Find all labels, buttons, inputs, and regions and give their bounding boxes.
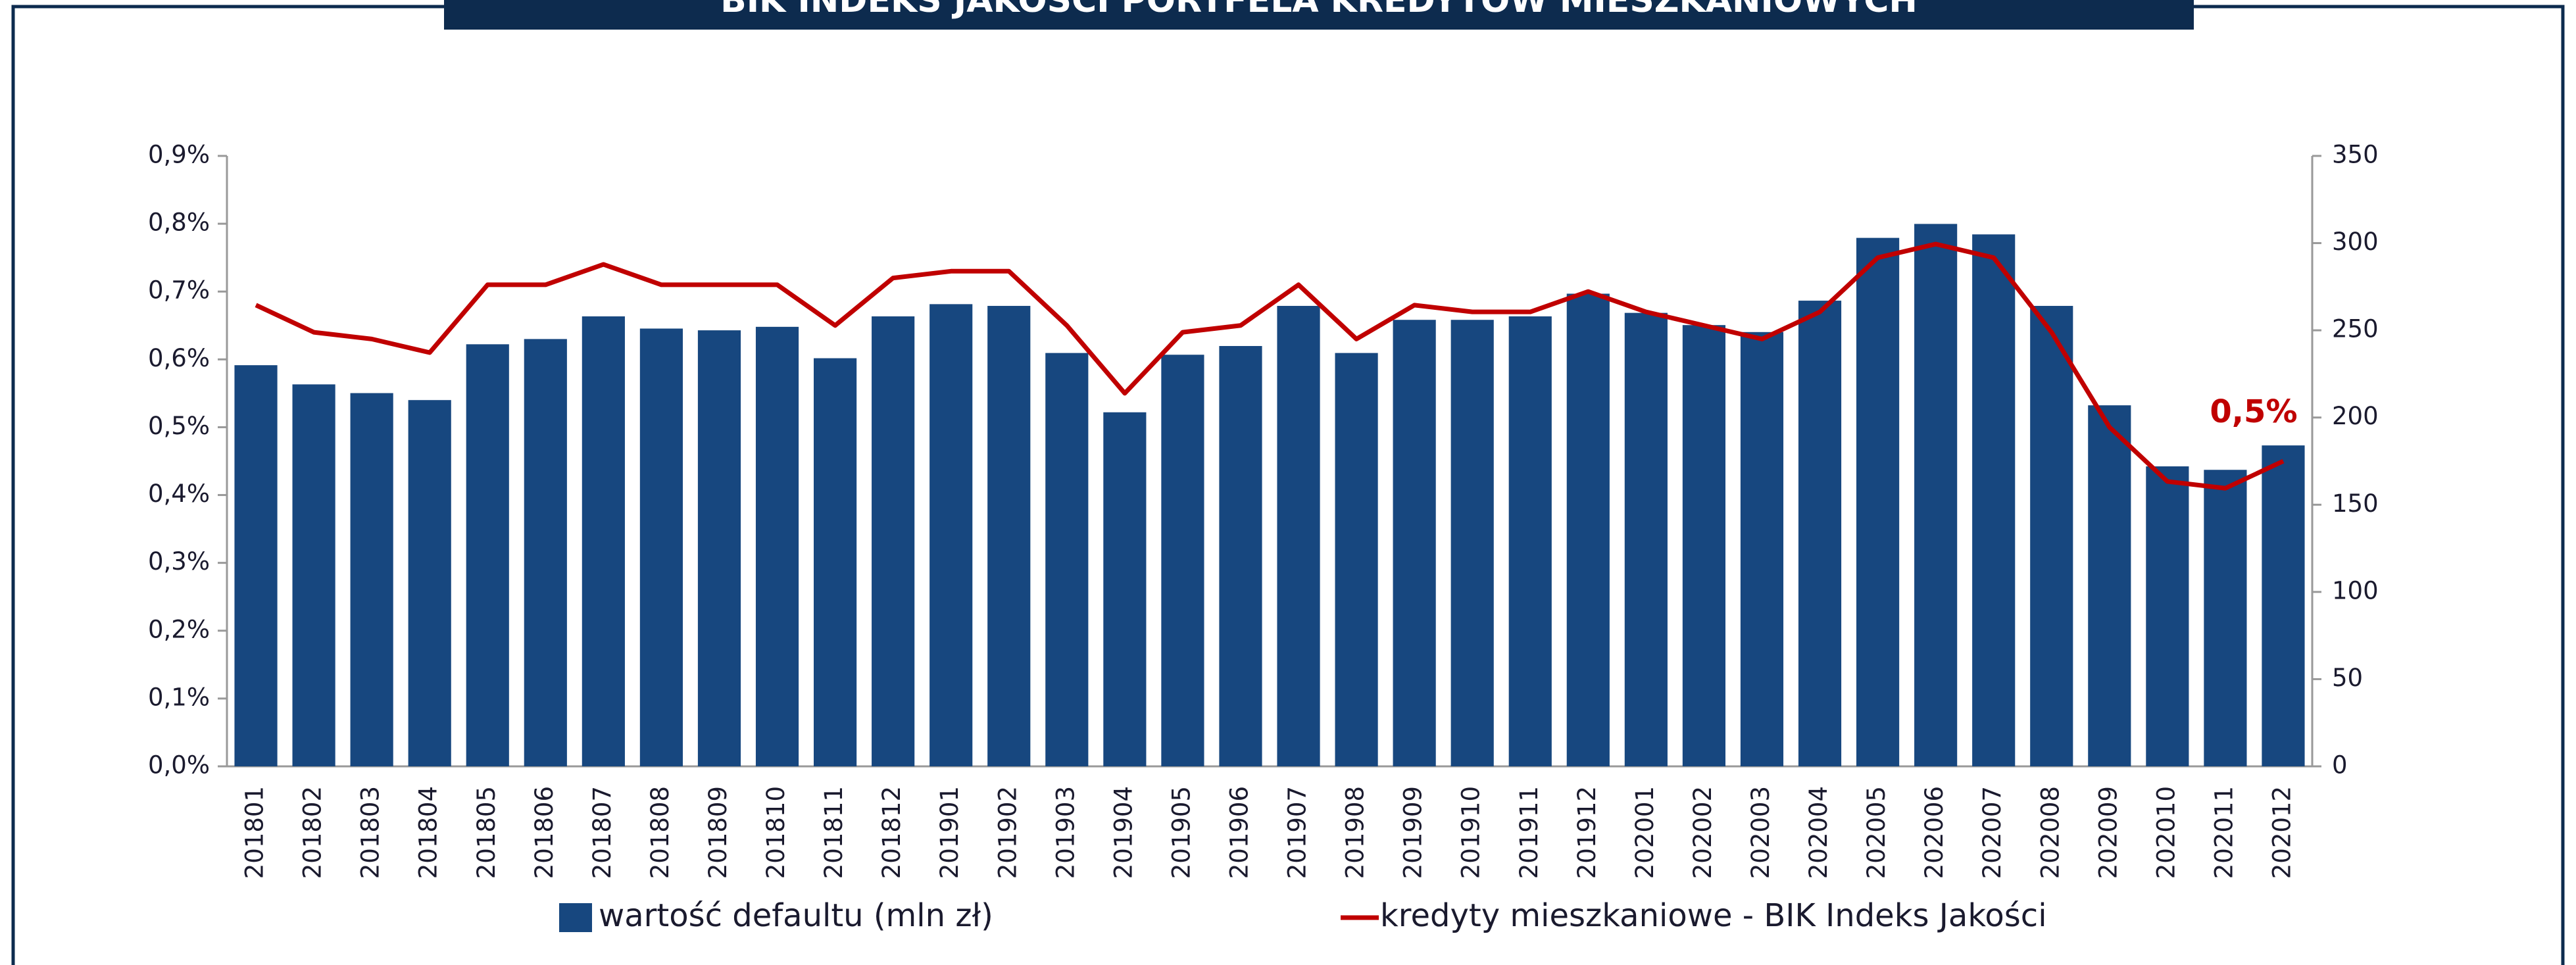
bar [1393, 320, 1436, 767]
y-tick-label: 0,4% [148, 480, 210, 508]
x-tick-label: 202005 [1862, 786, 1891, 879]
bar [2262, 445, 2305, 766]
bar [466, 344, 509, 766]
x-tick-label: 201908 [1341, 786, 1370, 879]
bar [1740, 332, 1784, 766]
x-tick-label: 201911 [1515, 786, 1543, 879]
x-tick-label: 201906 [1225, 786, 1253, 879]
x-tick-label: 201811 [820, 786, 848, 879]
bar [2146, 466, 2189, 766]
x-tick-label: 202006 [1920, 786, 1948, 879]
bar [350, 393, 393, 766]
x-tick-label: 202007 [1978, 786, 2006, 879]
bar [872, 316, 915, 767]
x-tick-label: 201904 [1109, 786, 1137, 879]
bar [1624, 312, 1668, 767]
x-tick-label: 202001 [1631, 786, 1659, 879]
x-tick-label: 201808 [646, 786, 674, 879]
x-tick-label: 202008 [2036, 786, 2064, 879]
y-tick-label: 0,3% [148, 547, 210, 576]
y-tick-label: 0,5% [148, 412, 210, 440]
y2-tick-label: 0 [2332, 751, 2348, 779]
bar [755, 326, 799, 767]
bar [987, 306, 1031, 767]
x-tick-label: 201902 [993, 786, 1022, 879]
legend-label: kredyty mieszkaniowe - BIK Indeks Jakośc… [1380, 897, 2047, 934]
x-tick-label: 201903 [1051, 786, 1079, 879]
x-tick-label: 201804 [414, 786, 443, 879]
x-tick-label: 202012 [2267, 786, 2296, 879]
y2-tick-label: 150 [2332, 489, 2379, 518]
bar [1277, 306, 1320, 767]
legend-swatch [559, 903, 592, 932]
bar [2088, 405, 2131, 766]
bar [582, 316, 625, 767]
x-tick-label: 201910 [1457, 786, 1485, 879]
y-tick-label: 0,9% [148, 141, 210, 169]
bar [697, 330, 741, 767]
bar [1682, 325, 1725, 766]
x-tick-label: 201812 [878, 786, 906, 879]
x-tick-label: 201912 [1573, 786, 1601, 879]
y-tick-label: 0,8% [148, 209, 210, 237]
x-tick-label: 202010 [2152, 786, 2180, 879]
x-tick-label: 201803 [357, 786, 385, 879]
y2-tick-label: 250 [2332, 315, 2379, 343]
x-tick-label: 201806 [530, 786, 558, 879]
x-tick-label: 201809 [704, 786, 732, 879]
y-tick-label: 0,6% [148, 344, 210, 372]
bar [1914, 224, 1958, 766]
y-tick-label: 0,1% [148, 683, 210, 711]
x-tick-label: 201801 [241, 786, 269, 879]
bar [639, 328, 683, 766]
y-tick-label: 0,7% [148, 276, 210, 305]
bar [2204, 470, 2247, 766]
bar [1856, 237, 1900, 766]
x-tick-label: 201805 [472, 786, 501, 879]
legend-label: wartość defaultu (mln zł) [599, 897, 993, 934]
x-tick-label: 202003 [1746, 786, 1775, 879]
y2-tick-label: 300 [2332, 228, 2379, 256]
y-tick-label: 0,0% [148, 751, 210, 779]
title-bar [444, 0, 2194, 30]
y2-tick-label: 350 [2332, 141, 2379, 169]
x-tick-label: 201901 [935, 786, 964, 879]
bar [1161, 355, 1204, 766]
x-tick-label: 202009 [2094, 786, 2122, 879]
bar [1335, 353, 1378, 766]
bar [524, 339, 567, 766]
bar [1450, 320, 1494, 767]
data-label: 0,5% [2210, 393, 2297, 430]
bar [292, 384, 335, 766]
bar [1972, 234, 2016, 766]
bar [1219, 346, 1262, 766]
x-tick-label: 202004 [1804, 786, 1833, 879]
x-tick-label: 201909 [1399, 786, 1427, 879]
y2-tick-label: 100 [2332, 576, 2379, 605]
y2-tick-label: 200 [2332, 402, 2379, 430]
bar [929, 304, 973, 766]
bar [408, 400, 451, 766]
bar [1103, 412, 1147, 766]
line [255, 241, 2285, 491]
bar [1566, 293, 1610, 766]
x-tick-label: 201802 [299, 786, 327, 879]
bar [2030, 306, 2073, 767]
bar [814, 358, 857, 766]
x-tick-label: 201810 [762, 786, 790, 879]
bar [1798, 301, 1842, 766]
x-tick-label: 201905 [1167, 786, 1195, 879]
x-tick-label: 201907 [1283, 786, 1312, 879]
y-tick-label: 0,2% [148, 615, 210, 643]
bar [234, 365, 278, 766]
chart-title: BIK INDEKS JAKOŚCI PORTFELA KREDYTÓW MIE… [720, 0, 1918, 20]
y2-tick-label: 50 [2332, 664, 2363, 692]
x-tick-label: 202002 [1689, 786, 1717, 879]
x-tick-label: 202011 [2210, 786, 2238, 879]
x-tick-label: 201807 [588, 786, 616, 879]
bar [1508, 316, 1552, 767]
bar [1045, 353, 1089, 766]
